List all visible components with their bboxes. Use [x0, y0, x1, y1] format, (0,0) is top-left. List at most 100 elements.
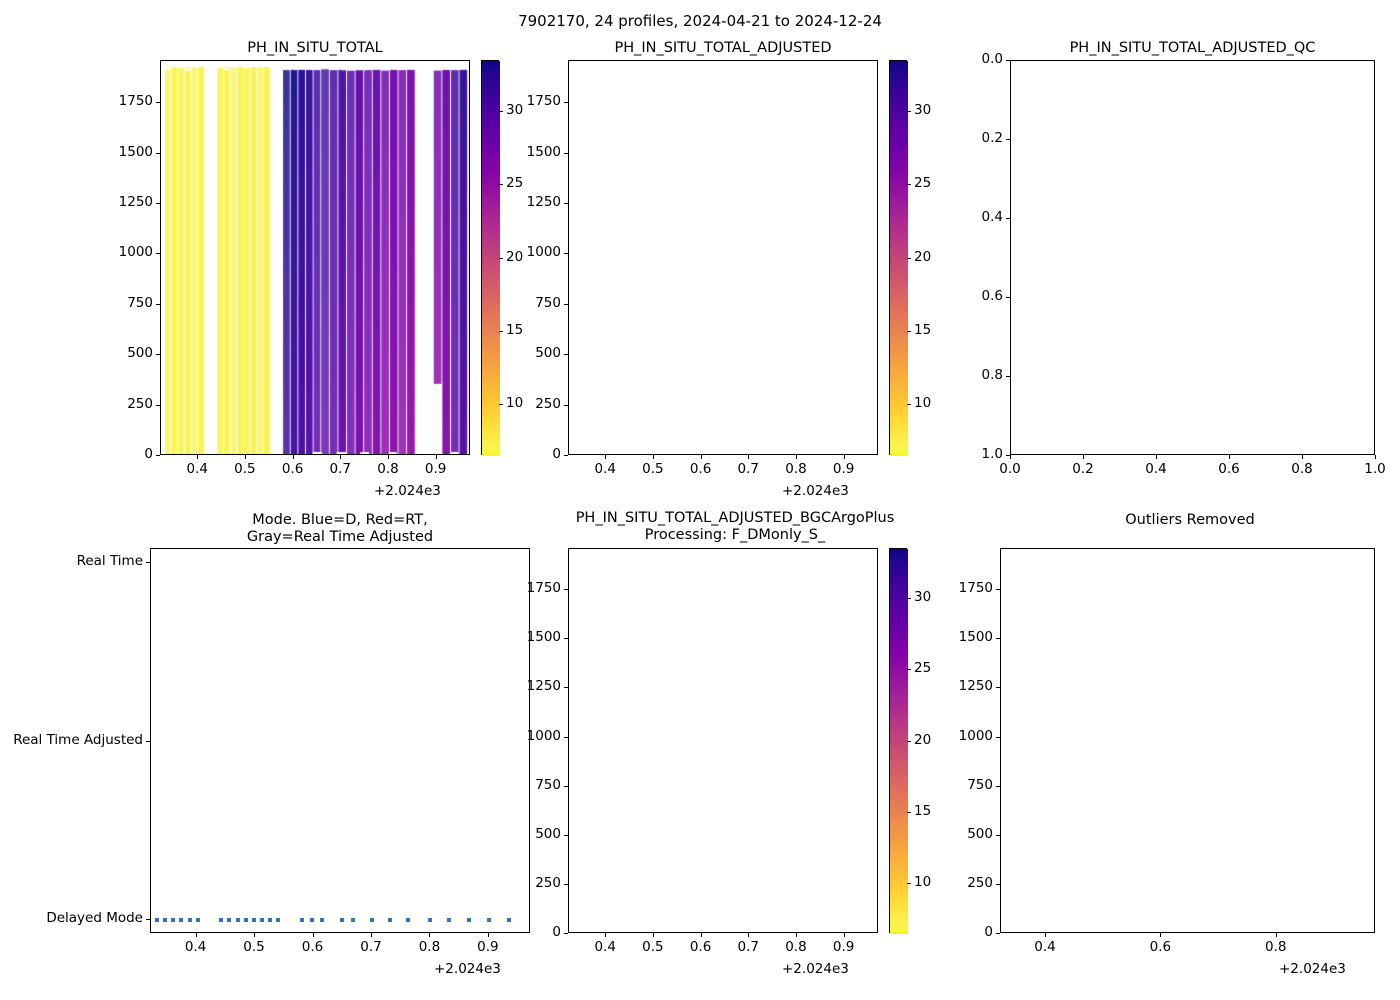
ytick-label-panel4-1: Real Time Adjusted [13, 731, 143, 748]
axis-tick [907, 883, 911, 885]
cbar-tick-1-2: 20 [506, 248, 524, 265]
cbar-tick-2-0: 10 [914, 394, 932, 411]
axis-tick [748, 933, 750, 937]
ytick-label-panel2-6: 1500 [526, 143, 561, 160]
axis-tick [156, 354, 160, 356]
panel5-title: PH_IN_SITU_TOTAL_ADJUSTED_BGCArgoPlus Pr… [575, 510, 895, 543]
ytick-label-panel6-4: 1000 [958, 727, 993, 744]
xtick-label-panel4-2: 0.6 [301, 939, 324, 955]
axis-tick [652, 455, 654, 459]
ytick-label-panel1-7: 1750 [118, 93, 153, 110]
ytick-label-panel3-4: 0.8 [981, 367, 1003, 383]
xoffset-panel4: +2.024e3 [434, 961, 501, 977]
xtick-label-panel5-3: 0.7 [737, 939, 759, 955]
panel6-axes[interactable] [1000, 548, 1375, 933]
profile-marker [219, 917, 224, 922]
panel5-colorbar [889, 548, 908, 934]
xoffset-panel2: +2.024e3 [782, 483, 849, 499]
axis-tick [907, 597, 911, 599]
ytick-label-panel6-3: 750 [967, 776, 993, 793]
profile-marker [171, 917, 176, 922]
profile-marker [506, 917, 511, 922]
xtick-label-panel3-5: 1.0 [1364, 461, 1386, 477]
axis-tick [564, 303, 568, 305]
panel2-colorbar [889, 60, 908, 456]
axis-tick [907, 257, 911, 259]
panel5-axes[interactable] [568, 548, 878, 933]
axis-tick [605, 455, 607, 459]
xtick-label-panel1-1: 0.5 [234, 461, 256, 477]
cbar-tick-5-2: 20 [914, 731, 932, 748]
panel3-title: PH_IN_SITU_TOTAL_ADJUSTED_QC [1069, 40, 1316, 56]
panel4-title: Mode. Blue=D, Red=RT, Gray=Real Time Adj… [246, 512, 434, 545]
xtick-label-panel3-2: 0.4 [1145, 461, 1167, 477]
axis-tick [1006, 60, 1010, 61]
panel2-axes[interactable] [568, 60, 878, 455]
profile-marker [319, 917, 324, 922]
ytick-label-panel2-3: 750 [535, 294, 561, 311]
axis-tick [795, 455, 797, 459]
xtick-label-panel5-5: 0.9 [832, 939, 855, 955]
profile-marker [251, 917, 256, 922]
axis-tick [429, 933, 431, 937]
xtick-label-panel3-4: 0.8 [1291, 461, 1313, 477]
axis-tick [1083, 455, 1084, 459]
xtick-label-panel1-3: 0.7 [329, 461, 351, 477]
ytick-label-panel2-5: 1250 [526, 194, 561, 211]
axis-tick [292, 455, 294, 459]
axis-tick [156, 303, 160, 305]
axis-tick [907, 403, 911, 405]
profile-marker [227, 917, 232, 922]
xtick-label-panel2-3: 0.7 [737, 461, 759, 477]
profile-marker [387, 917, 392, 922]
profile-marker [467, 917, 472, 922]
axis-tick [197, 455, 199, 459]
xtick-label-panel6-2: 0.8 [1265, 939, 1287, 955]
axis-tick [370, 933, 372, 937]
profile-marker [163, 917, 168, 922]
panel4-axes[interactable] [150, 548, 530, 933]
xtick-label-panel5-1: 0.5 [642, 939, 664, 955]
xtick-label-panel6-0: 0.4 [1034, 939, 1056, 955]
xtick-label-panel2-2: 0.6 [689, 461, 712, 477]
axis-tick [564, 638, 568, 640]
xtick-label-panel2-4: 0.8 [785, 461, 807, 477]
xtick-label-panel1-0: 0.4 [186, 461, 208, 477]
ytick-label-panel6-0: 0 [984, 924, 993, 940]
axis-tick [795, 933, 797, 937]
cbar-tick-1-4: 30 [506, 102, 524, 119]
xtick-label-panel1-4: 0.8 [377, 461, 399, 477]
axis-tick [244, 455, 246, 459]
axis-tick [1006, 455, 1010, 456]
axis-tick [499, 184, 503, 186]
xtick-label-panel4-1: 0.5 [243, 939, 265, 955]
ytick-label-panel5-6: 1500 [526, 629, 561, 646]
ytick-label-panel1-4: 1000 [118, 244, 153, 261]
axis-tick [564, 933, 568, 934]
cbar-tick-5-4: 30 [914, 588, 932, 605]
ytick-label-panel1-5: 1250 [118, 194, 153, 211]
axis-tick [564, 834, 568, 836]
axis-tick [1006, 297, 1010, 298]
axis-tick [1006, 218, 1010, 219]
panel3-axes[interactable] [1010, 60, 1375, 455]
axis-tick [1160, 933, 1162, 937]
panel1-title: PH_IN_SITU_TOTAL [247, 40, 383, 56]
axis-tick [487, 933, 489, 937]
panel4-scatter-layer [151, 549, 529, 932]
panel1-colorbar [481, 60, 500, 456]
axis-tick [843, 933, 845, 937]
axis-tick [907, 111, 911, 113]
axis-tick [1302, 455, 1303, 459]
ytick-label-panel3-1: 0.2 [981, 130, 1003, 146]
xoffset-panel1: +2.024e3 [374, 483, 441, 499]
axis-tick [907, 669, 911, 671]
ytick-label-panel4-0: Delayed Mode [46, 909, 143, 926]
xtick-label-panel2-0: 0.4 [594, 461, 616, 477]
axis-tick [156, 102, 160, 104]
cbar-tick-5-0: 10 [914, 874, 932, 891]
ytick-label-panel3-0: 0.0 [981, 51, 1003, 67]
xtick-label-panel4-3: 0.7 [360, 939, 382, 955]
panel1-axes[interactable] [160, 60, 470, 455]
